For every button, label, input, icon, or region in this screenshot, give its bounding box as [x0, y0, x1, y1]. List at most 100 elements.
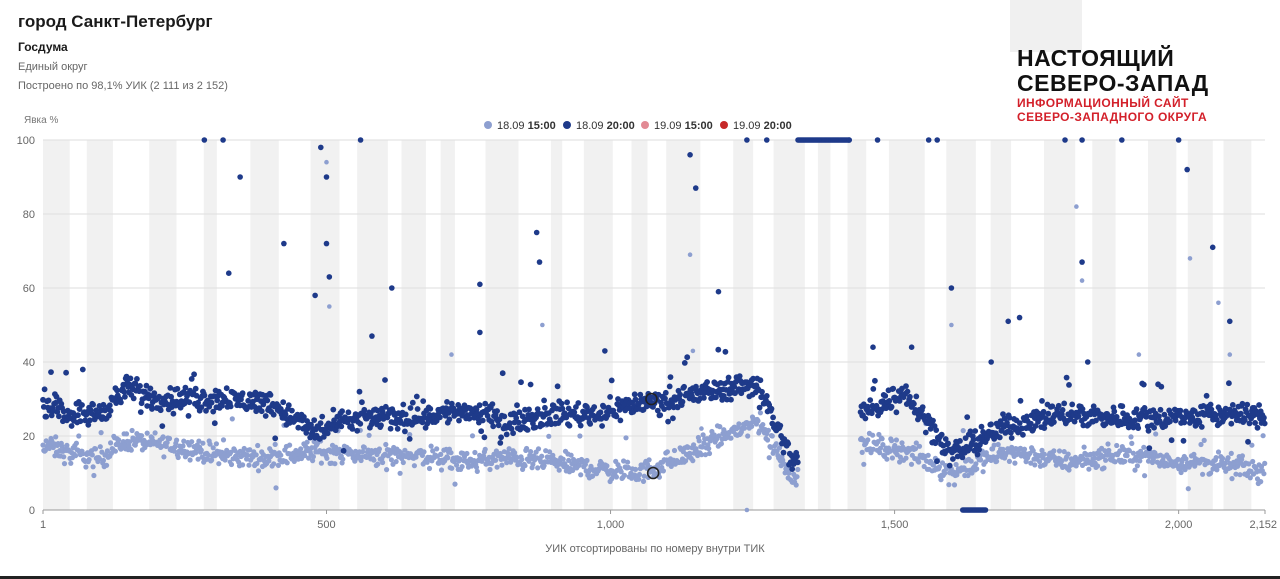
- outlier-point: [449, 352, 454, 357]
- data-point: [1066, 467, 1072, 473]
- data-point: [644, 461, 651, 467]
- data-point: [662, 389, 669, 396]
- data-point: [227, 403, 234, 410]
- data-point: [666, 383, 673, 390]
- data-point: [641, 473, 647, 479]
- data-point: [1177, 407, 1184, 414]
- data-point: [973, 461, 979, 467]
- data-point: [625, 464, 632, 471]
- data-point: [295, 424, 302, 431]
- legend-entry: 18.09 15:00: [497, 120, 556, 132]
- data-point: [1102, 448, 1108, 454]
- data-point: [134, 376, 140, 382]
- data-point: [437, 414, 443, 421]
- tik-band: [1044, 140, 1076, 510]
- data-point: [781, 461, 787, 467]
- data-point: [332, 461, 338, 467]
- outlier-point: [1119, 137, 1125, 143]
- outlier-point: [687, 152, 693, 158]
- data-point: [566, 457, 572, 463]
- data-point: [239, 390, 246, 397]
- x-tick-label: 2,000: [1165, 519, 1193, 531]
- data-point: [380, 459, 386, 466]
- data-point: [1191, 451, 1197, 457]
- data-point: [867, 397, 874, 403]
- data-point: [1017, 445, 1024, 451]
- data-point: [359, 399, 365, 406]
- legend-marker: [720, 121, 728, 129]
- data-point: [446, 416, 453, 423]
- data-point: [1126, 448, 1132, 454]
- data-point: [897, 459, 903, 465]
- data-point: [247, 447, 253, 453]
- data-point: [991, 442, 997, 448]
- data-point: [77, 418, 84, 425]
- data-point: [387, 425, 394, 432]
- data-point: [82, 417, 89, 424]
- outlier-point: [949, 322, 954, 328]
- data-point: [92, 446, 99, 452]
- data-point: [161, 454, 167, 460]
- data-point: [506, 446, 512, 452]
- data-point: [209, 457, 215, 463]
- x-tick-label: 500: [317, 519, 335, 531]
- data-point: [91, 472, 97, 479]
- data-point: [1261, 471, 1267, 477]
- data-point: [685, 444, 691, 450]
- data-point: [913, 440, 919, 446]
- data-point: [214, 397, 221, 404]
- data-point: [1229, 402, 1236, 408]
- data-point: [546, 433, 552, 439]
- y-tick-label: 20: [23, 431, 35, 443]
- data-point: [896, 398, 903, 404]
- data-point: [700, 432, 706, 438]
- data-point: [677, 391, 683, 398]
- data-point: [535, 465, 541, 471]
- data-point: [1093, 417, 1099, 424]
- data-point: [421, 449, 427, 455]
- data-point: [152, 430, 158, 436]
- tik-band: [1187, 140, 1213, 510]
- data-point: [1040, 408, 1047, 415]
- data-point: [1261, 420, 1268, 427]
- legend-time: 20:00: [607, 120, 635, 132]
- data-point: [298, 446, 304, 452]
- data-point: [319, 413, 326, 420]
- data-point: [1198, 441, 1204, 448]
- data-point: [317, 420, 324, 426]
- data-point: [514, 454, 520, 461]
- tik-band: [817, 140, 831, 510]
- x-tick-label: 1,000: [597, 519, 625, 531]
- data-point: [457, 456, 463, 462]
- data-point: [1229, 476, 1235, 482]
- data-point: [768, 405, 775, 412]
- data-point: [560, 456, 566, 462]
- data-point: [613, 413, 620, 420]
- data-point: [1061, 400, 1068, 407]
- data-point: [755, 418, 761, 424]
- data-point: [643, 403, 650, 410]
- data-point: [384, 467, 390, 473]
- data-point: [180, 443, 186, 449]
- data-point: [246, 462, 252, 468]
- data-point: [936, 464, 943, 470]
- chart-legend: 18.09 15:00 18.09 20:00 19.09 15:00 19.09 2…: [484, 120, 792, 132]
- data-point: [112, 448, 118, 454]
- data-point: [1027, 420, 1034, 427]
- data-point: [1201, 437, 1207, 443]
- outlier-point: [477, 281, 483, 288]
- data-point: [654, 407, 661, 414]
- data-point: [195, 456, 201, 462]
- data-point: [160, 434, 166, 440]
- data-point: [757, 410, 764, 416]
- data-point: [357, 420, 364, 427]
- data-point: [584, 457, 590, 464]
- data-point: [1239, 453, 1245, 459]
- outlier-point: [715, 288, 722, 295]
- data-point: [671, 447, 678, 454]
- data-point: [864, 403, 871, 410]
- data-point: [80, 451, 86, 457]
- data-point: [1153, 431, 1159, 437]
- data-point: [736, 421, 742, 427]
- data-point: [516, 409, 523, 416]
